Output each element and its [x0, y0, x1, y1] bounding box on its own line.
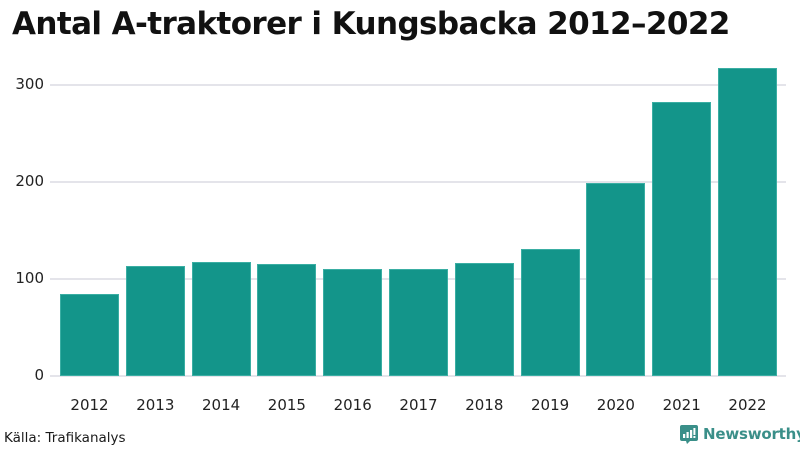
- y-tick-label: 200: [15, 172, 44, 190]
- bar-2016: [323, 269, 383, 376]
- x-tick-label: 2020: [596, 396, 635, 414]
- bar-2022: [718, 67, 777, 376]
- gridline: [50, 181, 786, 183]
- x-tick-label: 2016: [333, 396, 372, 414]
- x-tick-label: 2018: [465, 396, 504, 414]
- bar-2017: [389, 269, 448, 376]
- x-tick-label: 2019: [531, 396, 570, 414]
- newsworthy-logo-icon: [680, 425, 698, 444]
- bar-2021: [652, 102, 712, 376]
- bar-2018: [454, 263, 514, 376]
- bar-2012: [60, 293, 119, 376]
- bar-2020: [586, 182, 646, 376]
- x-tick-label: 2015: [267, 396, 306, 414]
- y-tick-label: 100: [15, 269, 44, 287]
- y-tick-label: 0: [34, 366, 44, 384]
- bar-2019: [520, 248, 580, 376]
- source-note: Källa: Trafikanalys: [4, 430, 126, 446]
- gridline: [50, 84, 786, 86]
- x-tick-label: 2013: [136, 396, 175, 414]
- chart-title: Antal A-traktorer i Kungsbacka 2012–2022: [12, 6, 730, 42]
- bar-2014: [191, 261, 251, 376]
- gridline: [50, 375, 786, 377]
- brand-logo: Newsworthy: [680, 425, 800, 444]
- y-tick-label: 300: [15, 75, 44, 93]
- x-tick-label: 2022: [728, 396, 767, 414]
- bar-2013: [125, 266, 185, 376]
- bar-2015: [257, 264, 317, 376]
- x-tick-label: 2012: [70, 396, 109, 414]
- brand-name: Newsworthy: [703, 425, 800, 443]
- x-tick-label: 2014: [202, 396, 241, 414]
- x-tick-label: 2017: [399, 396, 438, 414]
- x-tick-label: 2021: [662, 396, 701, 414]
